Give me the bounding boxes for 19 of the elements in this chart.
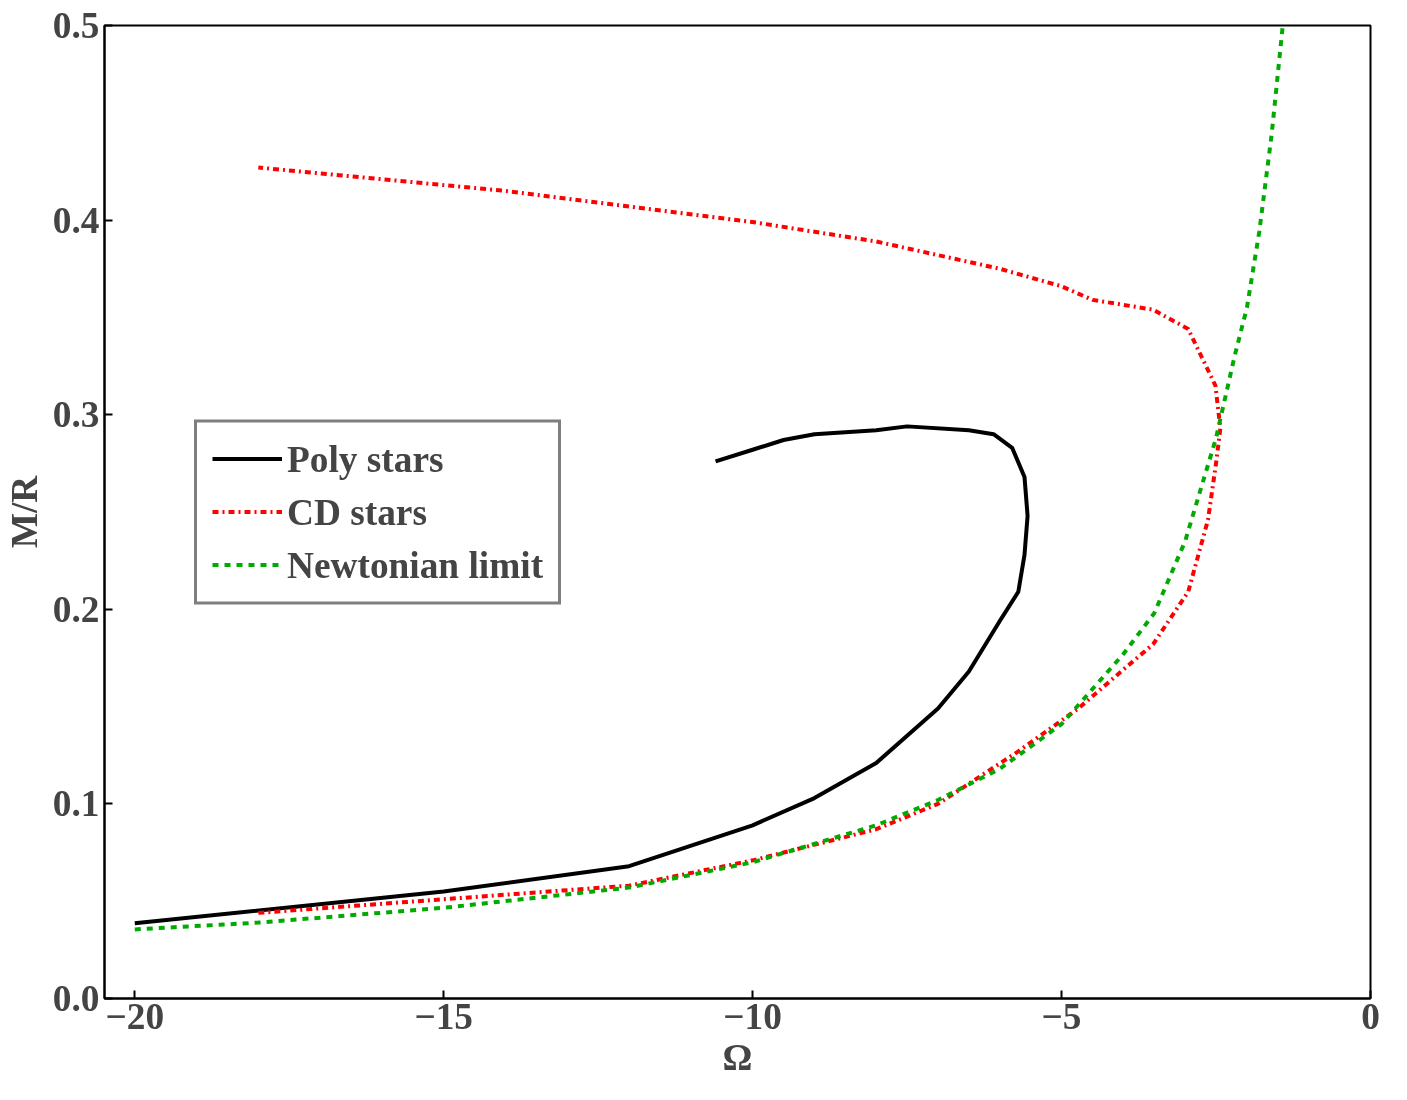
x-tick-label: −10	[723, 995, 782, 1037]
y-tick-label: 0.3	[52, 394, 100, 436]
line-series	[132, 424, 1030, 926]
y-tick-label: 0.4	[52, 199, 100, 241]
line-series	[132, 25, 1285, 932]
legend-label: CD stars	[287, 490, 427, 533]
y-axis-title: M/R	[3, 474, 45, 549]
legend-label: Newtonian limit	[287, 543, 544, 586]
x-tick-label: −15	[414, 995, 474, 1037]
y-tick-label: 0.1	[52, 783, 100, 825]
x-tick-label: −20	[105, 995, 165, 1037]
x-axis-title: Ω	[722, 1036, 753, 1078]
line-series	[256, 165, 1223, 915]
y-tick-label: 0.2	[52, 588, 100, 630]
x-tick-label: 0	[1361, 995, 1380, 1037]
y-tick-label: 0.0	[52, 978, 100, 1019]
legend-label: Poly stars	[287, 437, 444, 480]
y-tick-label: 0.5	[52, 5, 100, 46]
x-tick-label: −5	[1041, 995, 1082, 1037]
